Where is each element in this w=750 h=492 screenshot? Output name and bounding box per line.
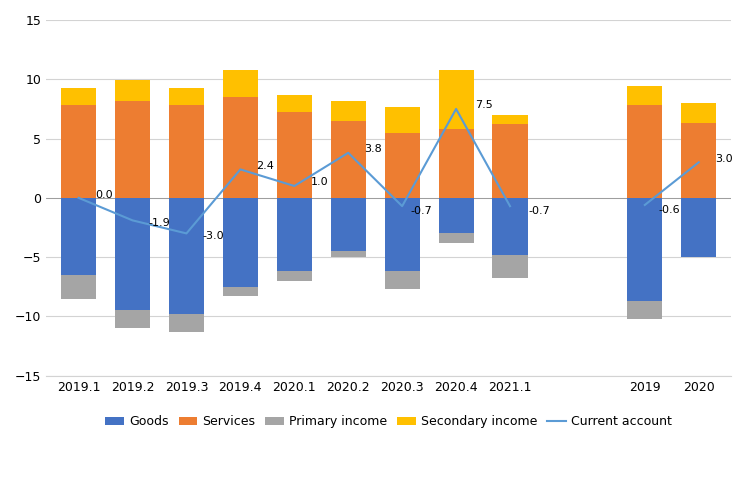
Bar	[331, 198, 366, 251]
Bar	[61, 275, 96, 299]
Text: -1.9: -1.9	[148, 218, 170, 228]
Bar	[61, 105, 96, 198]
Bar	[115, 310, 150, 328]
Bar	[385, 107, 420, 133]
Text: 7.5: 7.5	[475, 100, 493, 110]
Bar	[681, 198, 716, 257]
Bar	[223, 70, 258, 97]
Bar	[223, 198, 258, 287]
Bar	[115, 101, 150, 198]
Bar	[385, 198, 420, 272]
Bar	[169, 88, 204, 105]
Text: 0.0: 0.0	[94, 190, 112, 200]
Bar	[493, 124, 527, 198]
Bar	[61, 88, 96, 105]
Bar	[681, 123, 716, 198]
Bar	[627, 198, 662, 301]
Bar	[627, 301, 662, 319]
Text: 1.0: 1.0	[310, 178, 328, 187]
Bar	[277, 198, 312, 272]
Bar	[331, 251, 366, 257]
Bar	[277, 113, 312, 198]
Bar	[223, 97, 258, 198]
Bar	[223, 287, 258, 296]
Bar	[277, 94, 312, 113]
Text: -0.7: -0.7	[529, 206, 550, 216]
Bar	[169, 314, 204, 332]
Bar	[385, 133, 420, 198]
Bar	[61, 198, 96, 275]
Bar	[169, 105, 204, 198]
Text: -3.0: -3.0	[202, 231, 224, 241]
Bar	[115, 81, 150, 101]
Text: 3.8: 3.8	[364, 144, 382, 154]
Bar	[331, 101, 366, 121]
Bar	[681, 103, 716, 123]
Text: 2.4: 2.4	[256, 161, 274, 171]
Bar	[439, 198, 473, 233]
Text: -0.7: -0.7	[410, 206, 432, 216]
Bar	[439, 233, 473, 243]
Bar	[493, 198, 527, 255]
Bar	[439, 70, 473, 129]
Text: -0.6: -0.6	[658, 205, 680, 215]
Bar	[493, 115, 527, 124]
Bar	[277, 272, 312, 281]
Bar	[439, 129, 473, 198]
Legend: Goods, Services, Primary income, Secondary income, Current account: Goods, Services, Primary income, Seconda…	[100, 410, 677, 433]
Bar	[169, 198, 204, 314]
Bar	[493, 255, 527, 278]
Bar	[627, 87, 662, 105]
Bar	[331, 121, 366, 198]
Text: 3.0: 3.0	[715, 154, 733, 164]
Bar	[115, 198, 150, 310]
Bar	[627, 105, 662, 198]
Bar	[385, 272, 420, 289]
